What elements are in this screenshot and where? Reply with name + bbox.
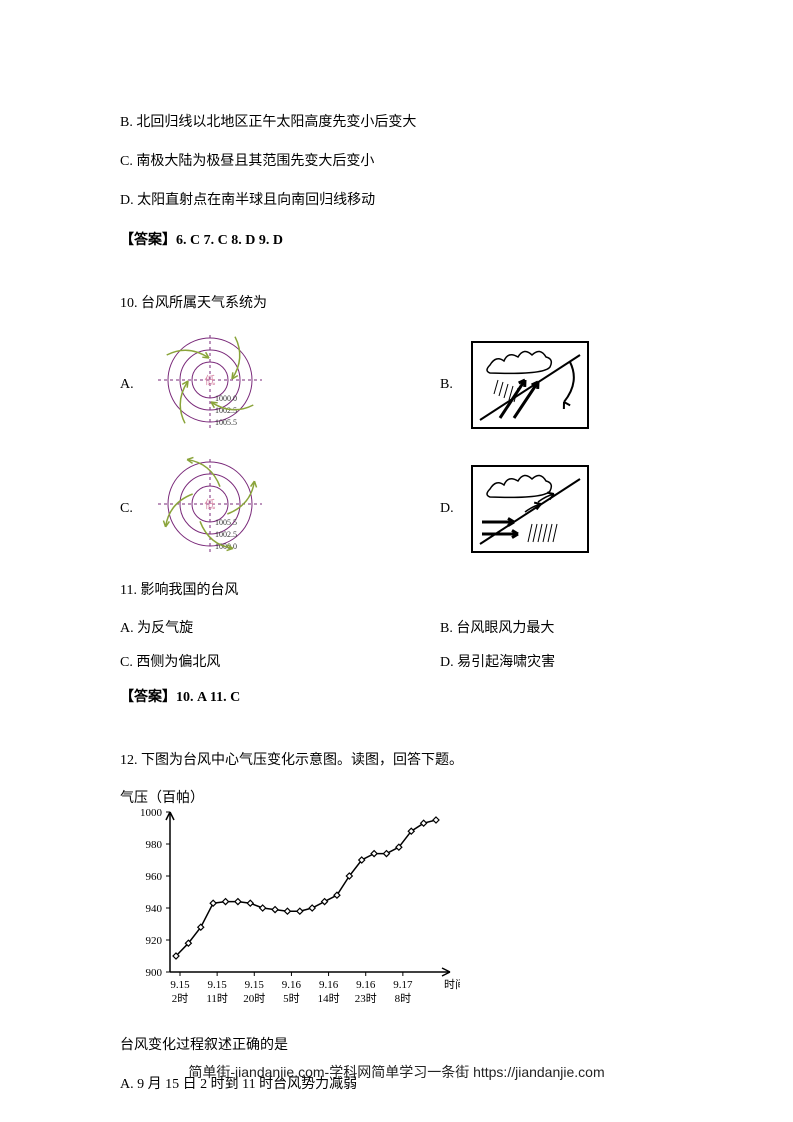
pressure-chart: 气压（百帕）90092094096098010009.152时9.1511时9.… bbox=[120, 788, 460, 1018]
svg-text:9.17: 9.17 bbox=[393, 979, 413, 991]
svg-text:940: 940 bbox=[146, 903, 163, 915]
option-b-text: B. 北回归线以北地区正午太阳高度先变小后变大 bbox=[120, 110, 673, 135]
cyclone-diagram-c: 低1005.51002.51000.0 bbox=[150, 454, 270, 564]
svg-text:23时: 23时 bbox=[355, 992, 377, 1005]
svg-text:9.15: 9.15 bbox=[208, 979, 228, 991]
question-12: 12. 下图为台风中心气压变化示意图。读图，回答下题。 bbox=[120, 748, 673, 773]
q10-label-d: D. bbox=[440, 501, 470, 517]
svg-text:1000.0: 1000.0 bbox=[215, 394, 237, 403]
q11-row-ab: A. 为反气旋 B. 台风眼风力最大 bbox=[120, 617, 673, 637]
q10-label-b: B. bbox=[440, 377, 470, 393]
svg-text:960: 960 bbox=[146, 871, 163, 883]
q10-row-cd: C. 低1005.51002.51000.0 D. bbox=[120, 454, 673, 564]
svg-text:低: 低 bbox=[205, 374, 216, 387]
page-footer: 简单街-jiandanjie.com-学科网简单学习一条街 https://ji… bbox=[0, 1062, 793, 1082]
question-10: 10. 台风所属天气系统为 bbox=[120, 291, 673, 316]
answer-6-9: 【答案】6. C 7. C 8. D 9. D bbox=[120, 228, 673, 253]
front-diagram-b bbox=[470, 340, 590, 430]
question-11: 11. 影响我国的台风 bbox=[120, 578, 673, 603]
q10-label-c: C. bbox=[120, 501, 150, 517]
svg-text:1005.5: 1005.5 bbox=[215, 418, 237, 427]
q10-row-ab: A. 低1000.01002.51005.5 B. bbox=[120, 330, 673, 440]
q11-row-cd: C. 西侧为偏北风 D. 易引起海啸灾害 bbox=[120, 651, 673, 671]
svg-text:980: 980 bbox=[146, 839, 163, 851]
svg-text:9.15: 9.15 bbox=[170, 979, 190, 991]
svg-text:920: 920 bbox=[146, 935, 163, 947]
svg-text:11时: 11时 bbox=[206, 992, 228, 1005]
q10-label-a: A. bbox=[120, 377, 150, 393]
q12-tail: 台风变化过程叙述正确的是 bbox=[120, 1033, 673, 1058]
pressure-chart-wrap: 气压（百帕）90092094096098010009.152时9.1511时9.… bbox=[120, 788, 673, 1023]
svg-text:低: 低 bbox=[205, 498, 216, 511]
svg-text:9.15: 9.15 bbox=[245, 979, 265, 991]
svg-text:1000: 1000 bbox=[140, 807, 163, 819]
q11-option-d: D. 易引起海啸灾害 bbox=[440, 651, 673, 671]
svg-text:9.16: 9.16 bbox=[319, 979, 339, 991]
front-diagram-d bbox=[470, 464, 590, 554]
answer-10-11: 【答案】10. A 11. C bbox=[120, 685, 673, 710]
q11-option-b: B. 台风眼风力最大 bbox=[440, 617, 673, 637]
svg-text:900: 900 bbox=[146, 967, 163, 979]
svg-text:14时: 14时 bbox=[318, 992, 340, 1005]
svg-text:1005.5: 1005.5 bbox=[215, 518, 237, 527]
svg-text:时间: 时间 bbox=[444, 978, 460, 991]
cyclone-diagram-a: 低1000.01002.51005.5 bbox=[150, 330, 270, 440]
svg-text:9.16: 9.16 bbox=[356, 979, 376, 991]
q11-option-a: A. 为反气旋 bbox=[120, 617, 440, 637]
q11-option-c: C. 西侧为偏北风 bbox=[120, 651, 440, 671]
svg-text:5时: 5时 bbox=[283, 992, 300, 1005]
svg-text:9.16: 9.16 bbox=[282, 979, 302, 991]
svg-text:20时: 20时 bbox=[243, 992, 265, 1005]
svg-text:8时: 8时 bbox=[395, 992, 412, 1005]
svg-text:2时: 2时 bbox=[172, 992, 189, 1005]
option-c-text: C. 南极大陆为极昼且其范围先变大后变小 bbox=[120, 149, 673, 174]
option-d-text: D. 太阳直射点在南半球且向南回归线移动 bbox=[120, 188, 673, 213]
svg-text:1002.5: 1002.5 bbox=[215, 530, 237, 539]
svg-text:气压（百帕）: 气压（百帕） bbox=[120, 790, 204, 806]
